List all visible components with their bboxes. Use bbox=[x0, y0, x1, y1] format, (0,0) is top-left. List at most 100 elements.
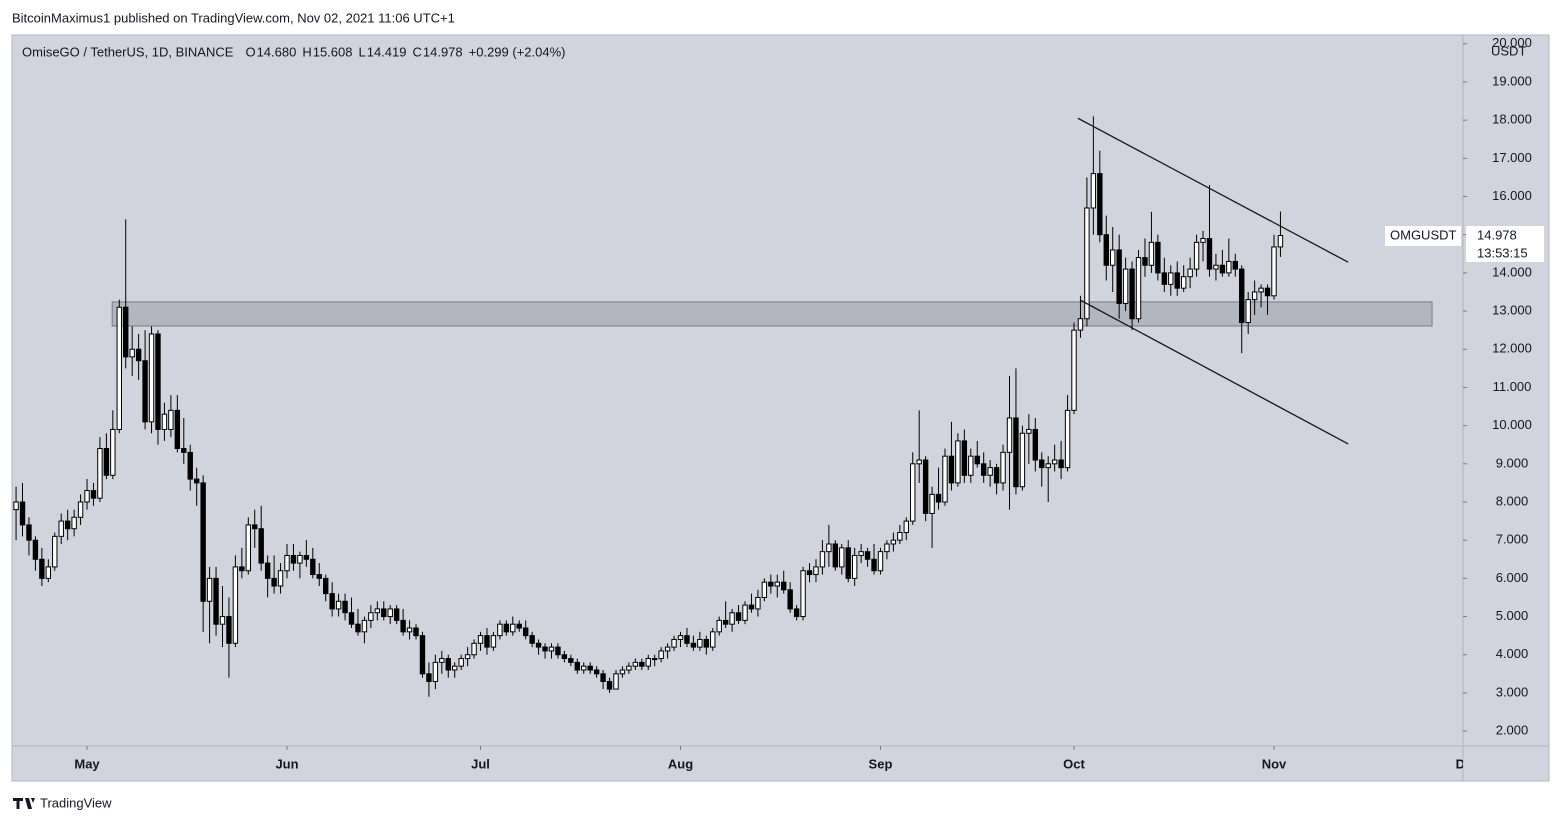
candle-body bbox=[877, 551, 884, 572]
candle-body bbox=[652, 658, 658, 661]
candle-body bbox=[910, 463, 916, 522]
candle-body bbox=[52, 535, 58, 568]
symbol-label-box bbox=[1385, 226, 1461, 246]
y-axis-label: USDT bbox=[1491, 43, 1526, 58]
candle-body bbox=[619, 669, 626, 675]
publisher-note: BitcoinMaximus1 published on TradingView… bbox=[12, 10, 455, 25]
candle-body bbox=[477, 635, 484, 644]
candle-body bbox=[13, 501, 19, 511]
ohlc-key: C bbox=[412, 44, 421, 59]
x-tick-label: Dec bbox=[1456, 756, 1480, 771]
y-tick-label: 13.000 bbox=[1492, 303, 1532, 318]
candle-body bbox=[1142, 257, 1148, 266]
candle-body bbox=[787, 589, 793, 610]
bar-countdown: 13:53:15 bbox=[1477, 245, 1528, 260]
candle-body bbox=[1032, 428, 1039, 461]
candle-body bbox=[84, 490, 90, 503]
candle-body bbox=[1019, 432, 1026, 488]
candle-body bbox=[1064, 409, 1071, 469]
candle-body bbox=[316, 574, 322, 579]
y-tick-label: 8.000 bbox=[1496, 493, 1529, 508]
candle-body bbox=[1226, 260, 1232, 274]
ohlc-key: L bbox=[358, 44, 365, 59]
price-change: +0.299 (+2.04%) bbox=[469, 44, 566, 59]
candle-body bbox=[348, 612, 355, 625]
candle-body bbox=[658, 650, 664, 660]
candle-body bbox=[929, 493, 935, 514]
candle-body bbox=[858, 551, 864, 556]
candle-body bbox=[1213, 264, 1219, 270]
candle-body bbox=[768, 581, 774, 587]
candle-body bbox=[148, 333, 155, 423]
candle-body bbox=[381, 608, 387, 618]
candle-body bbox=[587, 665, 593, 671]
candle-body bbox=[729, 612, 735, 625]
candle-body bbox=[716, 619, 722, 633]
y-tick-label: 2.000 bbox=[1496, 723, 1529, 738]
candle-body bbox=[1110, 249, 1116, 266]
y-tick-label: 12.000 bbox=[1492, 341, 1532, 356]
ohlc-value: 14.680 bbox=[257, 44, 297, 59]
candle-body bbox=[329, 593, 335, 610]
candle-body bbox=[181, 448, 187, 453]
candle-body bbox=[1193, 241, 1200, 270]
chart-background bbox=[11, 34, 1550, 782]
candle-body bbox=[671, 638, 677, 648]
candle-body bbox=[1232, 260, 1238, 270]
candle-body bbox=[1090, 173, 1097, 209]
candle-body bbox=[39, 558, 45, 579]
candle-body bbox=[845, 547, 851, 579]
candle-body bbox=[271, 577, 277, 587]
candle-body bbox=[174, 409, 181, 450]
candle-body bbox=[1103, 234, 1109, 266]
plot-area bbox=[13, 116, 1433, 697]
candle-body bbox=[806, 570, 813, 576]
support-zone bbox=[111, 301, 1433, 327]
candle-body bbox=[742, 604, 748, 621]
candle-body bbox=[116, 306, 122, 430]
candle-body bbox=[413, 627, 419, 637]
candle-body bbox=[813, 566, 819, 576]
candle-body bbox=[129, 348, 135, 358]
ohlc-value: 14.419 bbox=[367, 44, 407, 59]
candle-body bbox=[793, 608, 800, 618]
candle-body bbox=[1116, 249, 1122, 304]
candle-body bbox=[264, 562, 271, 579]
candle-body bbox=[1122, 268, 1129, 304]
candle-body bbox=[1077, 318, 1084, 331]
candle-body bbox=[980, 463, 987, 476]
candle-body bbox=[968, 455, 974, 476]
candle-body bbox=[626, 665, 632, 671]
candle-body bbox=[535, 642, 542, 648]
candle-body bbox=[1039, 459, 1045, 469]
x-tick-label: Jul bbox=[471, 756, 490, 771]
trend-line bbox=[1079, 299, 1349, 445]
candle-body bbox=[464, 654, 471, 660]
last-price-box bbox=[1466, 226, 1544, 262]
candle-body bbox=[1174, 272, 1180, 289]
candle-body bbox=[123, 306, 129, 358]
candle-body bbox=[445, 658, 451, 671]
candle-body bbox=[1097, 173, 1103, 236]
x-tick-label: May bbox=[74, 756, 100, 771]
candle-body bbox=[458, 658, 464, 667]
candle-body bbox=[690, 642, 697, 648]
candle-body bbox=[161, 413, 168, 430]
candle-body bbox=[1239, 268, 1245, 324]
candle-body bbox=[897, 532, 903, 541]
candle-body bbox=[548, 646, 555, 652]
candle-body bbox=[490, 635, 497, 648]
candle-body bbox=[77, 501, 84, 518]
candle-body bbox=[516, 623, 522, 629]
candle-body bbox=[735, 612, 742, 621]
candle-body bbox=[58, 520, 64, 537]
candle-body bbox=[884, 543, 890, 553]
x-tick-label: Sep bbox=[869, 756, 893, 771]
candle-body bbox=[1058, 459, 1064, 469]
candle-body bbox=[471, 642, 477, 656]
candle-body bbox=[800, 570, 806, 618]
y-tick-label: 19.000 bbox=[1492, 73, 1532, 88]
candle-body bbox=[1084, 207, 1090, 320]
